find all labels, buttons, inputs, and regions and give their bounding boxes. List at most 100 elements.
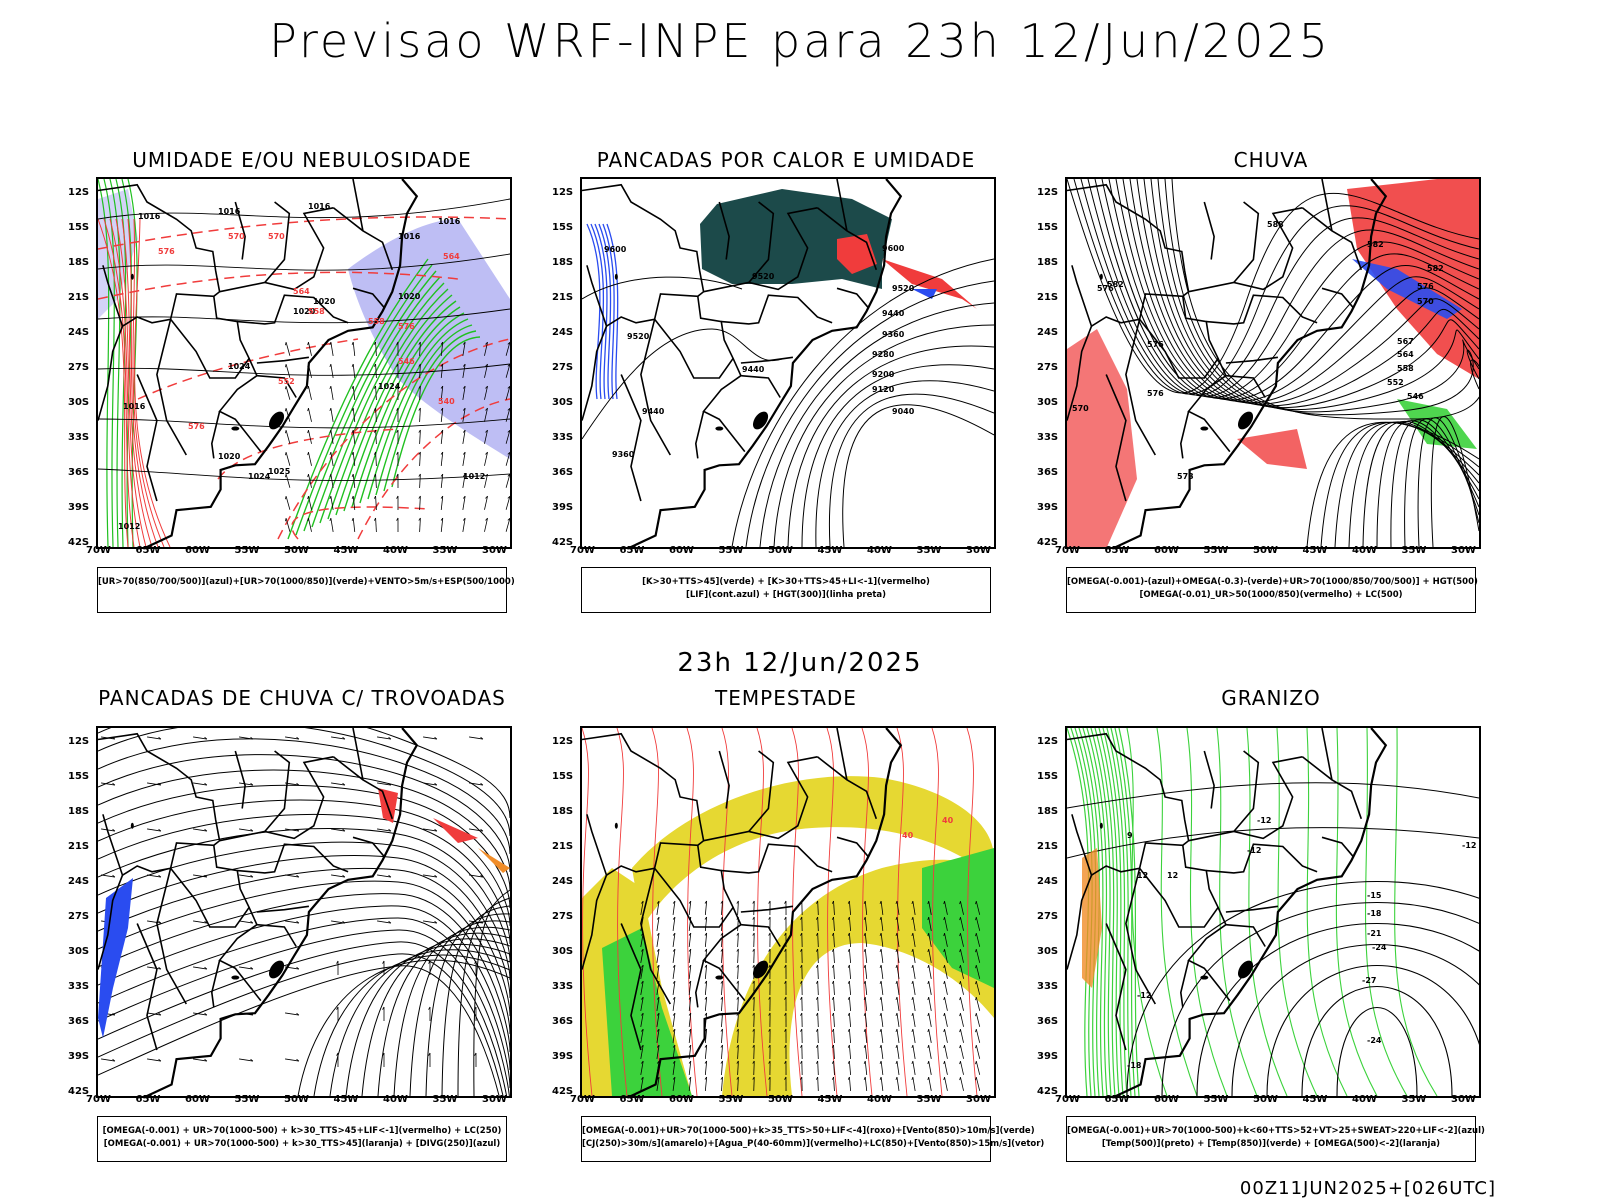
- contour-label: 9360: [612, 450, 635, 459]
- contour-label: 9360: [882, 330, 905, 339]
- contour-label: 9520: [627, 332, 650, 341]
- lon-tick-label: 40W: [1352, 1094, 1377, 1105]
- contour-label: 1020: [313, 297, 336, 306]
- contour-label: 564: [443, 252, 460, 261]
- contour-label: 570: [1072, 404, 1089, 413]
- lon-tick-label: 40W: [383, 545, 408, 556]
- map-chuva: 588 582 582 576 576 576 576 570 570 573 567 564 558 5…: [1065, 177, 1481, 549]
- lat-tick-label: 21S: [552, 841, 574, 852]
- contour-label: 570: [268, 232, 285, 241]
- panel-title-tempestade: TEMPESTADE: [715, 686, 857, 710]
- valid-time-title: 23h 12/Jun/2025: [677, 648, 923, 678]
- lon-tick-label: 60W: [669, 1094, 694, 1105]
- lat-tick-label: 39S: [552, 1051, 574, 1062]
- lat-tick-label: 33S: [1037, 981, 1059, 992]
- lat-tick-label: 18S: [68, 806, 90, 817]
- lat-tick-label: 21S: [68, 841, 90, 852]
- lon-tick-label: 55W: [718, 1094, 744, 1105]
- contour-label: 9040: [892, 407, 915, 416]
- lon-tick-label: 35W: [1401, 1094, 1427, 1105]
- lat-tick-label: 36S: [68, 1016, 90, 1027]
- lat-tick-label: 33S: [68, 432, 90, 443]
- lon-tick-label: 50W: [768, 545, 793, 556]
- main-title: Previsao WRF-INPE para 23h 12/Jun/2025: [269, 14, 1331, 68]
- lat-tick-label: 42S: [552, 1086, 574, 1097]
- lat-tick-label: 18S: [1037, 257, 1059, 268]
- lon-tick-label: 55W: [718, 545, 744, 556]
- lat-tick-label: 12S: [552, 736, 574, 747]
- lat-tick-label: 24S: [552, 327, 574, 338]
- contour-label: 9600: [604, 245, 627, 254]
- contour-label: -12: [1462, 841, 1476, 850]
- lon-tick-label: 65W: [135, 545, 161, 556]
- lat-tick-label: 15S: [68, 222, 90, 233]
- contour-label: 576: [188, 422, 205, 431]
- contour-label: 1020: [398, 292, 421, 301]
- lon-tick-label: 35W: [1401, 545, 1427, 556]
- legend-line: [OMEGA(-0.001) + UR>70(1000-500) + k>30_…: [102, 1126, 502, 1136]
- lon-tick-label: 35W: [916, 545, 942, 556]
- contour-label: 1012: [463, 472, 485, 481]
- panel-title-trovoadas: PANCADAS DE CHUVA C/ TROVOADAS: [98, 686, 506, 710]
- contour-label: 12: [1167, 871, 1178, 880]
- lat-tick-label: 24S: [552, 876, 574, 887]
- contour-label: 564: [1397, 350, 1414, 359]
- legend-line: [OMEGA(-0.001)-(azul)+OMEGA(-0.3)-(verde…: [1067, 577, 1478, 587]
- contour-label: 1020: [218, 452, 241, 461]
- contour-label: 552: [1387, 378, 1404, 387]
- lat-tick-label: 12S: [68, 187, 90, 198]
- lat-tick-label: 24S: [68, 876, 90, 887]
- lon-tick-label: 70W: [86, 545, 111, 556]
- lon-tick-label: 55W: [1203, 545, 1229, 556]
- contour-label: 558: [308, 307, 325, 316]
- contour-label: 1016: [138, 212, 161, 221]
- contour-label: -15: [1367, 891, 1382, 900]
- lat-tick-label: 27S: [552, 362, 574, 373]
- legend-granizo: [OMEGA(-0.001)+UR>70(1000-500)+k<60+TTS>…: [1066, 1116, 1485, 1162]
- lat-tick-label: 15S: [68, 771, 90, 782]
- lat-tick-label: 33S: [1037, 432, 1059, 443]
- lon-tick-label: 30W: [1451, 545, 1476, 556]
- contour-label: 582: [1107, 280, 1124, 289]
- lat-tick-label: 36S: [68, 467, 90, 478]
- contour-label: 564: [293, 287, 310, 296]
- lon-tick-label: 70W: [1055, 1094, 1080, 1105]
- contour-label: 40: [902, 831, 914, 840]
- contour-label: -12: [1257, 816, 1271, 825]
- lat-tick-label: 12S: [552, 187, 574, 198]
- contour-label: 9520: [892, 284, 915, 293]
- lon-tick-label: 30W: [482, 1094, 507, 1105]
- lon-tick-label: 55W: [1203, 1094, 1229, 1105]
- contour-label: 582: [1427, 264, 1444, 273]
- lat-tick-label: 33S: [68, 981, 90, 992]
- lat-tick-label: 18S: [1037, 806, 1059, 817]
- map-pancadas-calor: 9600 9600 9520 9520 9520 9440 9440 9440 9360 9360…: [580, 177, 996, 549]
- lat-tick-label: 30S: [552, 397, 574, 408]
- lat-tick-label: 15S: [552, 222, 574, 233]
- lat-tick-label: 39S: [68, 502, 90, 513]
- lat-tick-label: 39S: [68, 1051, 90, 1062]
- lon-tick-label: 65W: [1104, 545, 1130, 556]
- lat-tick-label: 24S: [1037, 327, 1059, 338]
- lat-tick-label: 30S: [1037, 397, 1059, 408]
- lon-tick-label: 35W: [916, 1094, 942, 1105]
- lat-tick-label: 42S: [1037, 1086, 1059, 1097]
- contour-label: 1016: [308, 202, 331, 211]
- contour-label: 576: [1147, 389, 1164, 398]
- contour-label: 576: [398, 322, 415, 331]
- contour-label: 1016: [123, 402, 146, 411]
- contour-label: 1024: [248, 472, 271, 481]
- lon-tick-label: 50W: [768, 1094, 793, 1105]
- contour-label: 1024: [378, 382, 401, 391]
- lat-tick-label: 36S: [552, 1016, 574, 1027]
- contour-label: -24: [1367, 1036, 1382, 1045]
- lat-tick-label: 12S: [1037, 187, 1059, 198]
- contour-label: 546: [1407, 392, 1424, 401]
- legend-trovoadas: [OMEGA(-0.001) + UR>70(1000-500) + k>30_…: [97, 1116, 507, 1162]
- lon-tick-label: 65W: [619, 545, 645, 556]
- lat-tick-label: 30S: [552, 946, 574, 957]
- lat-tick-label: 33S: [552, 981, 574, 992]
- contour-label: 540: [438, 397, 455, 406]
- contour-label: 9200: [872, 370, 895, 379]
- lon-tick-label: 65W: [619, 1094, 645, 1105]
